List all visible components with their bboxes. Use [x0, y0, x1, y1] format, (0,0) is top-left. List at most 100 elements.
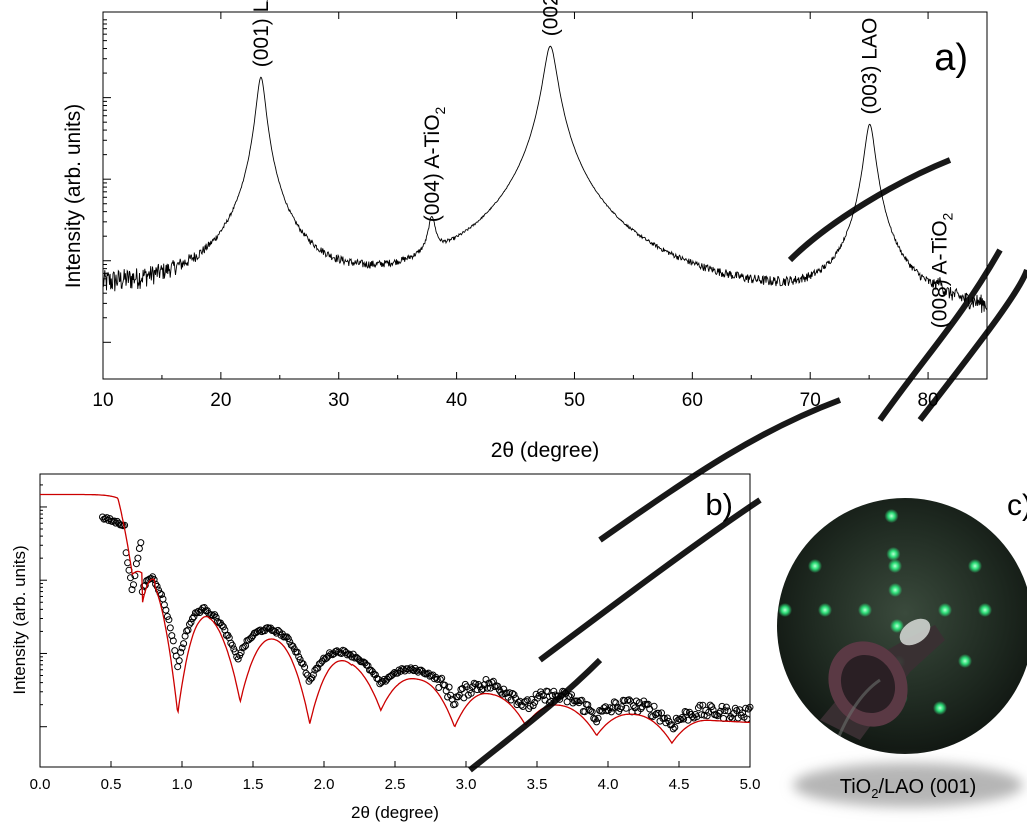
panel-b-data-point	[181, 632, 189, 640]
panel-b-data-point	[519, 703, 527, 710]
panel-a-x-tick-label: 50	[564, 390, 585, 411]
rheed-spot	[888, 559, 902, 573]
panel-a-y-ticks	[103, 19, 111, 343]
panel-b-data-point	[186, 620, 193, 628]
panel-b-data-point	[573, 697, 581, 705]
panel-b-x-axis-label: 2θ (degree)	[351, 803, 439, 822]
panel-b-data-point	[258, 628, 266, 636]
panel-b-data-point	[610, 698, 618, 706]
rheed-spot	[938, 603, 952, 617]
panel-b-data-point	[228, 641, 236, 649]
panel-b-data-point	[240, 643, 248, 651]
panel-b-data-point	[112, 519, 120, 527]
rheed-spot	[883, 469, 897, 483]
panel-b-data-point	[745, 705, 752, 713]
panel-b-data-point	[323, 654, 331, 662]
panel-b-x-tick-label: 5.0	[740, 776, 761, 793]
panel-b-data-point	[166, 624, 174, 632]
panel-a-plot-frame	[102, 11, 988, 380]
panel-b-data-point	[607, 708, 615, 716]
panel-b-data-point	[655, 709, 663, 717]
panel-b-data-point	[647, 712, 655, 720]
panel-b-data-point	[189, 615, 196, 622]
panel-b-data-point	[451, 700, 459, 708]
panel-b-data-point	[158, 591, 165, 598]
panel-b-data-point	[309, 671, 317, 679]
panel-b-data-point	[130, 581, 137, 589]
panel-b-data-point	[242, 642, 250, 650]
panel-b-data-point	[178, 644, 186, 652]
panel-b-data-point	[510, 691, 518, 699]
panel-b-data-point	[283, 633, 291, 641]
rheed-spot	[978, 603, 992, 617]
panel-b-data-point	[724, 707, 732, 715]
panel-b-data-point	[594, 714, 602, 722]
panel-b-label: b)	[705, 487, 733, 522]
panel-b-data-point	[693, 713, 701, 721]
panel-b-data-point	[237, 649, 245, 657]
panel-b-x-ticks: 0.0 0.5 1.0 1.5 2.0 2.5 3.0 3.5 4.0 4.5 5.0	[30, 761, 761, 793]
panel-a-peak-label: (008) A-TiO2	[928, 212, 955, 328]
panel-b-data-point	[669, 725, 677, 733]
panel-b-data-point	[498, 690, 506, 698]
rheed-spot	[890, 619, 904, 633]
panel-b-data-point	[709, 706, 717, 714]
panel-b-data-point	[274, 626, 282, 634]
panel-a-x-tick-label: 30	[328, 390, 349, 411]
panel-b-data-point	[127, 574, 134, 582]
panel-b-data-point	[302, 669, 310, 677]
panel-b-data-point	[618, 703, 626, 711]
panel-b-data-point	[484, 684, 491, 692]
manuscript-watermark	[468, 157, 1027, 773]
panel-a-x-ticks: 10 20 30 40 50 60 70 80	[92, 12, 939, 411]
panel-b-data-point	[436, 676, 444, 683]
panel-b-data-point	[507, 696, 515, 704]
panel-a-x-tick-label: 10	[92, 390, 113, 411]
panel-b-data-point	[485, 679, 493, 687]
panel-b-x-tick-label: 4.5	[669, 776, 690, 793]
panel-b-data-point	[314, 664, 322, 672]
panel-b-data-point	[650, 702, 658, 710]
panel-b-data-point	[234, 655, 242, 663]
panel-b-data-point	[523, 696, 531, 704]
panel-a-x-tick-label: 40	[446, 390, 467, 411]
panel-b-data-point	[389, 670, 397, 678]
caption-shadow	[793, 763, 1023, 807]
panel-b-data-point	[128, 586, 136, 594]
panel-b-data-point	[708, 703, 716, 711]
panel-b-chart: 0.0 0.5 1.0 1.5 2.0 2.5 3.0 3.5 4.0 4.5 5.0 b) 2θ …	[10, 473, 761, 822]
rheed-spot	[968, 559, 982, 573]
panel-b-data-point	[671, 723, 679, 731]
panel-b-data-point	[506, 689, 514, 697]
panel-b-data-point	[380, 675, 388, 683]
panel-b-data-point	[467, 689, 475, 697]
panel-a-x-axis-label: 2θ (degree)	[491, 439, 600, 462]
panel-b-data-point	[606, 704, 614, 712]
panel-b-measured-points	[99, 513, 754, 733]
panel-a-chart: 10 20 30 40 50 60 70 80 (001) LAO(004) A-TiO2 (0…	[62, 0, 988, 462]
panel-b-data-point	[293, 648, 301, 656]
panel-b-data-point	[379, 677, 387, 685]
panel-b-x-tick-label: 0.0	[30, 776, 51, 793]
panel-b-data-point	[529, 702, 537, 710]
panel-a-y-axis-label: Intensity (arb. units)	[62, 104, 85, 288]
panel-b-data-point	[593, 718, 601, 726]
panel-b-data-point	[479, 685, 487, 693]
panel-a-label: a)	[934, 37, 968, 79]
panel-b-x-tick-label: 3.5	[527, 776, 548, 793]
panel-b-data-point	[174, 663, 182, 671]
panel-b-data-point	[478, 686, 486, 694]
rheed-spot	[886, 547, 901, 561]
rheed-spot	[888, 583, 903, 597]
panel-b-data-point	[677, 716, 685, 723]
panel-b-data-point	[169, 637, 177, 645]
panel-a-xrd-trace	[102, 45, 988, 313]
panel-c-caption: TiO2/LAO (001)	[840, 776, 977, 801]
panel-b-data-point	[304, 671, 311, 679]
panel-b-x-tick-label: 1.0	[172, 776, 193, 793]
rheed-spot	[778, 603, 792, 617]
panel-b-plot-frame	[39, 473, 751, 768]
panel-b-data-point	[284, 635, 292, 643]
panel-b-data-point	[584, 701, 592, 709]
panel-b-data-point	[153, 582, 161, 590]
